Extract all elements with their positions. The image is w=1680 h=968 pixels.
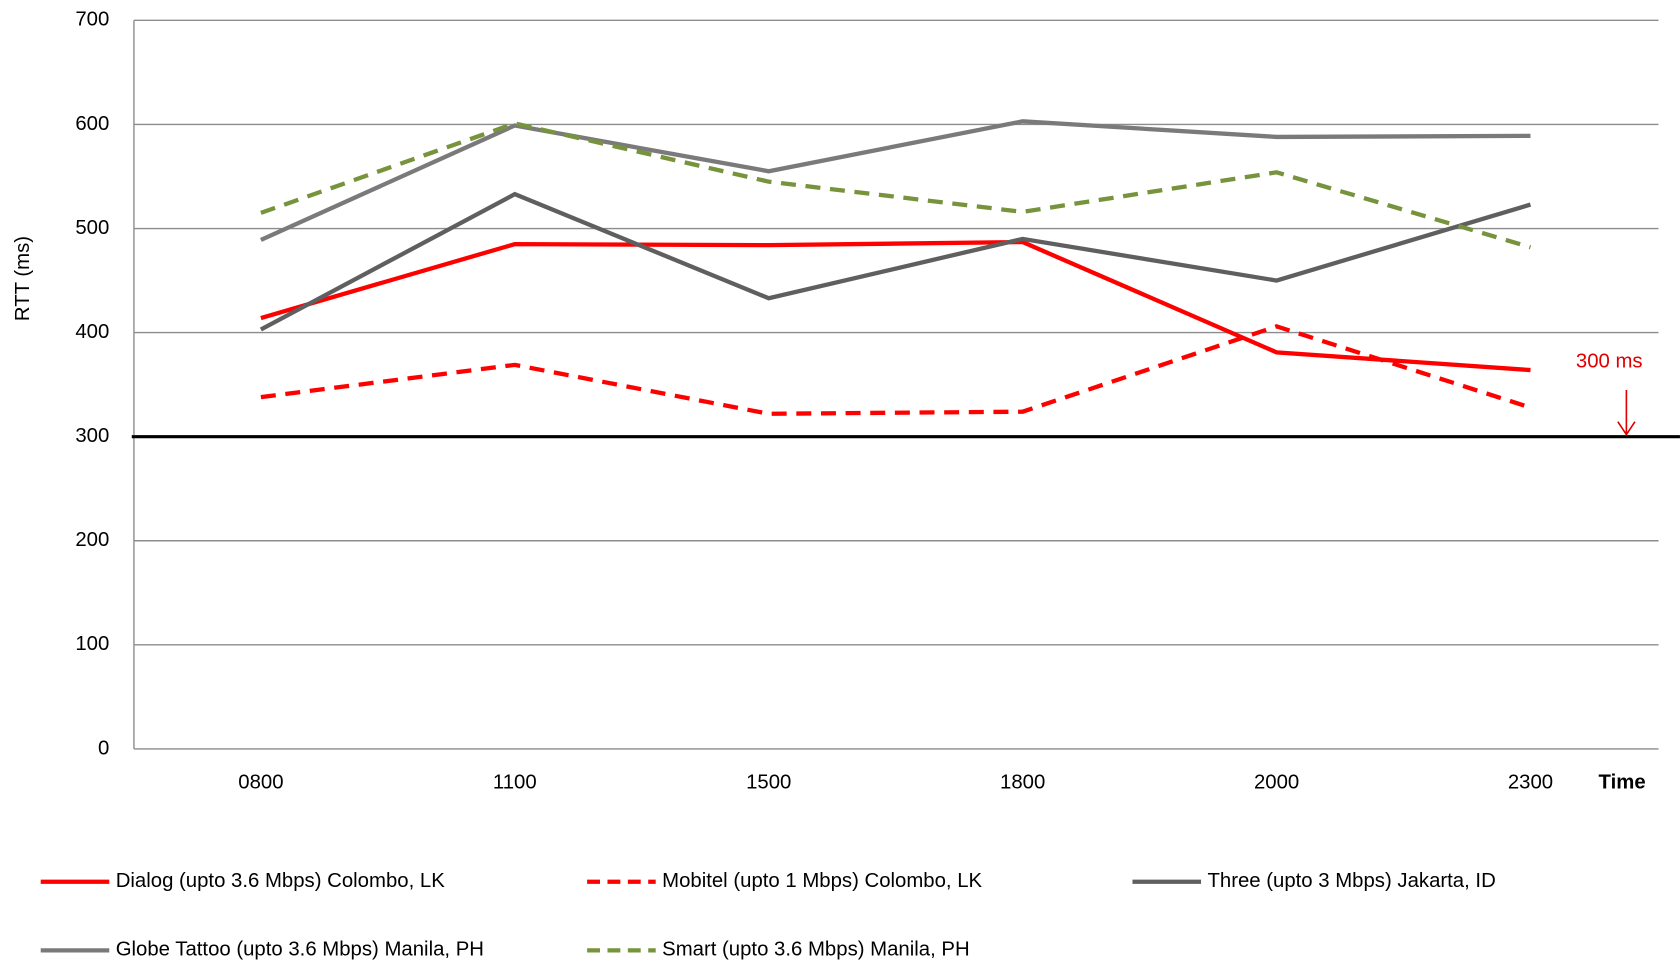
- y-tick-label: 0: [98, 737, 109, 759]
- x-tick-label: 2000: [1254, 772, 1299, 794]
- threshold-label: 300 ms: [1576, 351, 1643, 373]
- legend-label: Mobitel (upto 1 Mbps) Colombo, LK: [662, 870, 982, 892]
- series-line: [260, 324, 1532, 416]
- plot: RTT (ms) Time 0 100 200 300 400 500 600 700 0800…: [12, 9, 1680, 961]
- x-tick-label: 0800: [238, 772, 283, 794]
- x-tick-label: 1500: [746, 772, 791, 794]
- series-line: [260, 119, 1531, 242]
- x-tick-label: 1100: [493, 772, 537, 794]
- y-tick-label: 700: [75, 9, 109, 31]
- y-tick-label: 400: [75, 321, 109, 343]
- y-tick-label: 200: [75, 529, 109, 551]
- y-tick-label: 100: [75, 633, 109, 655]
- y-tick-label: 500: [75, 217, 109, 239]
- legend-label: Globe Tattoo (upto 3.6 Mbps) Manila, PH: [116, 939, 484, 961]
- legend-label: Smart (upto 3.6 Mbps) Manila, PH: [662, 939, 970, 961]
- series-line: [260, 239, 1531, 373]
- threshold-arrow: [1617, 389, 1636, 436]
- legend-label: Three (upto 3 Mbps) Jakarta, ID: [1207, 870, 1495, 892]
- series-line: [260, 121, 1532, 250]
- x-tick-label: 1800: [1000, 772, 1045, 794]
- y-tick-label: 300: [75, 425, 109, 447]
- series-line: [259, 191, 1532, 332]
- y-tick-label: 600: [75, 113, 109, 135]
- x-axis-label: Time: [1599, 772, 1646, 794]
- y-axis-label: RTT (ms): [12, 236, 34, 321]
- x-tick-label: 2300: [1508, 772, 1553, 794]
- legend-label: Dialog (upto 3.6 Mbps) Colombo, LK: [116, 870, 445, 892]
